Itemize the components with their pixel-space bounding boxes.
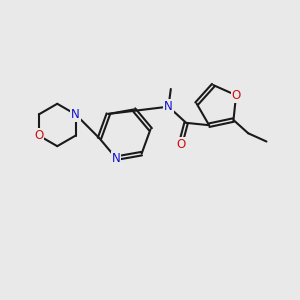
Text: N: N xyxy=(164,100,173,113)
Text: O: O xyxy=(176,138,185,151)
Text: O: O xyxy=(232,89,241,102)
Text: O: O xyxy=(34,129,44,142)
Text: N: N xyxy=(71,108,80,121)
Text: N: N xyxy=(112,152,121,165)
